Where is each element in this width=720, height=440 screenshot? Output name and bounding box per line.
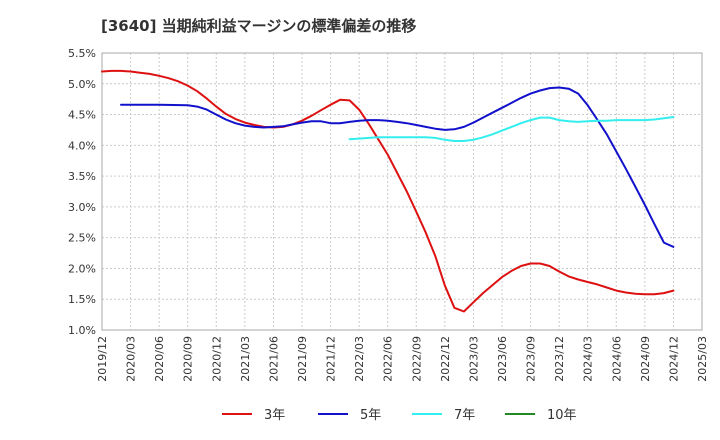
y-tick-label: 4.5% [68, 109, 96, 122]
x-tick-label: 2023/06 [496, 336, 509, 382]
series-line-3 [348, 116, 675, 142]
x-tick-label: 2020/03 [125, 336, 138, 382]
x-tick-label: 2019/12 [96, 336, 109, 382]
legend-label-2: 5年 [360, 408, 381, 423]
y-tick-label: 5.5% [68, 47, 96, 60]
legend-label-1: 3年 [264, 408, 285, 423]
y-tick-label: 5.0% [68, 78, 96, 91]
x-tick-label: 2020/06 [153, 336, 166, 382]
legend: 3年 5年 7年 10年 [222, 408, 577, 423]
series-line-2 [120, 86, 675, 248]
y-axis-ticks: 1.0% 1.5% 2.0% 2.5% 3.0% 3.5% 4.0% 4.5% 5.0% 5.5% [68, 47, 96, 337]
y-tick-label: 2.5% [68, 232, 96, 245]
series-lines [101, 69, 675, 313]
x-tick-label: 2020/12 [210, 336, 223, 382]
x-tick-label: 2022/06 [382, 336, 395, 382]
y-tick-label: 4.0% [68, 139, 96, 152]
plot-area-frame [101, 52, 703, 331]
x-tick-label: 2021/06 [267, 336, 280, 382]
x-tick-label: 2025/03 [696, 336, 709, 382]
x-tick-label: 2024/03 [582, 336, 595, 382]
x-tick-label: 2023/03 [467, 336, 480, 382]
x-tick-label: 2022/09 [410, 336, 423, 382]
x-tick-label: 2022/03 [353, 336, 366, 382]
x-tick-label: 2023/09 [525, 336, 538, 382]
x-tick-label: 2024/12 [667, 336, 680, 382]
legend-label-3: 7年 [454, 408, 475, 423]
x-tick-label: 2022/12 [439, 336, 452, 382]
x-tick-label: 2021/12 [325, 336, 338, 382]
x-axis-ticks: 2019/12 2020/03 2020/06 2020/09 2020/12 2021/… [96, 336, 709, 382]
series-line-1 [101, 69, 675, 313]
y-tick-label: 2.0% [68, 262, 96, 275]
x-tick-label: 2021/09 [296, 336, 309, 382]
x-tick-label: 2024/09 [639, 336, 652, 382]
y-tick-label: 3.5% [68, 170, 96, 183]
legend-label-4: 10年 [547, 408, 577, 423]
y-tick-label: 3.0% [68, 201, 96, 214]
chart-title: [3640] 当期純利益マージンの標準偏差の推移 [101, 17, 416, 35]
y-tick-label: 1.0% [68, 324, 96, 337]
x-tick-label: 2023/12 [553, 336, 566, 382]
x-tick-label: 2021/03 [239, 336, 252, 382]
x-tick-label: 2020/09 [182, 336, 195, 382]
y-tick-label: 1.5% [68, 293, 96, 306]
x-tick-label: 2024/06 [610, 336, 623, 382]
